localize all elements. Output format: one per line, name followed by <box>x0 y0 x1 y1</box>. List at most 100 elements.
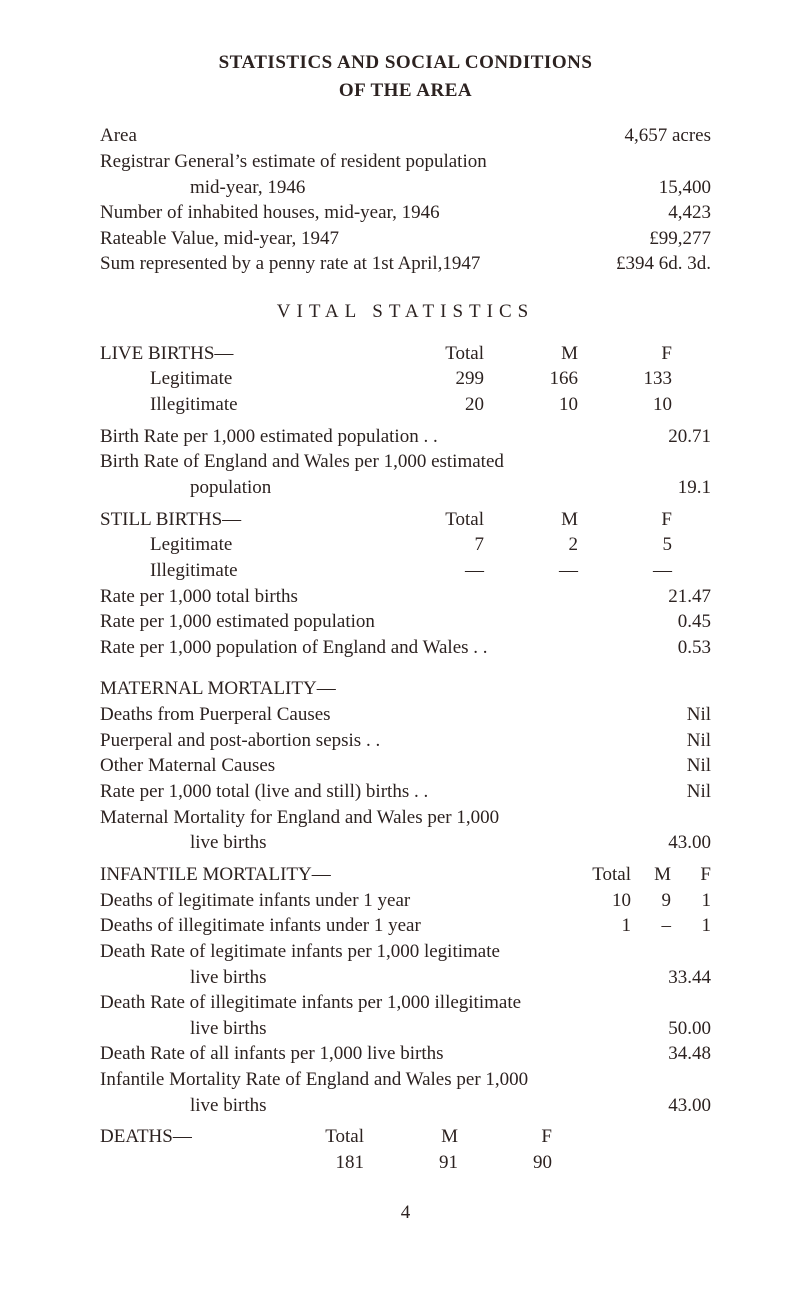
rateable-label: Rateable Value, mid-year, 1947 <box>100 226 637 252</box>
table-row: 181 91 90 <box>100 1150 576 1176</box>
row-label: Legitimate <box>100 366 414 392</box>
dr-legit-value: 33.44 <box>656 965 711 991</box>
mat-value: Nil <box>675 728 711 754</box>
col-total: Total <box>583 862 631 888</box>
reg-gen-line: Registrar General’s estimate of resident… <box>100 149 711 175</box>
sumrep-label: Sum represented by a penny rate at 1st A… <box>100 251 604 277</box>
sumrep-row: Sum represented by a penny rate at 1st A… <box>100 251 711 277</box>
midyear-value: 15,400 <box>647 175 711 201</box>
birth-rate-ew-label: population <box>100 475 666 501</box>
area-label: Area <box>100 123 612 149</box>
page-number: 4 <box>100 1200 711 1226</box>
cell: 10 <box>583 888 631 914</box>
cell: 133 <box>602 366 696 392</box>
cell: — <box>508 558 602 584</box>
col-f: F <box>482 1124 576 1150</box>
inf-label: Deaths of illegitimate infants under 1 y… <box>100 913 421 939</box>
inf-row: Deaths of legitimate infants under 1 yea… <box>100 888 711 914</box>
cell: 7 <box>414 532 508 558</box>
mat-label: Rate per 1,000 total (live and still) bi… <box>100 779 675 805</box>
mat-ew-line2: live births 43.00 <box>100 830 711 856</box>
dr-legit-line1: Death Rate of legitimate infants per 1,0… <box>100 939 711 965</box>
inf-row: Deaths of illegitimate infants under 1 y… <box>100 913 711 939</box>
mat-ew-value: 43.00 <box>656 830 711 856</box>
birth-rate-ew-line2: population 19.1 <box>100 475 711 501</box>
rate-ew-pop-label: Rate per 1,000 population of England and… <box>100 635 666 661</box>
mat-value: Nil <box>675 779 711 805</box>
live-births-head: LIVE BIRTHS— <box>100 341 414 367</box>
dr-legit-line2: live births 33.44 <box>100 965 711 991</box>
cell: 166 <box>508 366 602 392</box>
still-births-head: STILL BIRTHS— <box>100 507 414 533</box>
row-label: Legitimate <box>100 532 414 558</box>
cell: 9 <box>649 888 671 914</box>
area-row: Area 4,657 acres <box>100 123 711 149</box>
rate-est-pop-value: 0.45 <box>666 609 711 635</box>
row-label: Illegitimate <box>100 392 414 418</box>
cell: 5 <box>602 532 696 558</box>
birth-rate-ew-value: 19.1 <box>666 475 711 501</box>
cell: 10 <box>508 392 602 418</box>
col-m: M <box>508 507 602 533</box>
mat-value: Nil <box>675 753 711 779</box>
imr-ew-line1: Infantile Mortality Rate of England and … <box>100 1067 711 1093</box>
vital-stats-heading: VITAL STATISTICS <box>100 299 711 325</box>
live-births-table: LIVE BIRTHS— Total M F Legitimate 299 16… <box>100 341 696 418</box>
mat-label: Other Maternal Causes <box>100 753 675 779</box>
col-m: M <box>508 341 602 367</box>
cell: – <box>649 913 671 939</box>
dr-illegit-line2: live births 50.00 <box>100 1016 711 1042</box>
mat-row: Other Maternal Causes Nil <box>100 753 711 779</box>
mat-ew-label: live births <box>100 830 656 856</box>
sumrep-value: £394 6d. 3d. <box>604 251 711 277</box>
imr-ew-line2: live births 43.00 <box>100 1093 711 1119</box>
rate-total-births-value: 21.47 <box>656 584 711 610</box>
imr-ew-value: 43.00 <box>656 1093 711 1119</box>
deaths-head: DEATHS— <box>100 1124 294 1150</box>
inhab-row: Number of inhabited houses, mid-year, 19… <box>100 200 711 226</box>
cell: — <box>602 558 696 584</box>
cell: 1 <box>689 888 711 914</box>
mat-row: Deaths from Puerperal Causes Nil <box>100 702 711 728</box>
birth-rate-est-value: 20.71 <box>656 424 711 450</box>
rate-total-births-label: Rate per 1,000 total births <box>100 584 656 610</box>
infantile-heading: INFANTILE MORTALITY— <box>100 862 331 888</box>
birth-rate-est-row: Birth Rate per 1,000 estimated populatio… <box>100 424 711 450</box>
midyear-row: mid-year, 1946 15,400 <box>100 175 711 201</box>
cell: 91 <box>388 1150 482 1176</box>
mat-label: Puerperal and post-abortion sepsis . . <box>100 728 675 754</box>
cell: 10 <box>602 392 696 418</box>
mat-ew-line1: Maternal Mortality for England and Wales… <box>100 805 711 831</box>
cell: 1 <box>689 913 711 939</box>
col-f: F <box>689 862 711 888</box>
rateable-row: Rateable Value, mid-year, 1947 £99,277 <box>100 226 711 252</box>
table-row: Legitimate 7 2 5 <box>100 532 696 558</box>
dr-all-row: Death Rate of all infants per 1,000 live… <box>100 1041 711 1067</box>
col-m: M <box>649 862 671 888</box>
cell: 2 <box>508 532 602 558</box>
cell: 181 <box>294 1150 388 1176</box>
deaths-table: DEATHS— Total M F 181 91 90 <box>100 1124 576 1175</box>
table-row: Illegitimate 20 10 10 <box>100 392 696 418</box>
inf-label: Deaths of legitimate infants under 1 yea… <box>100 888 410 914</box>
mat-row: Rate per 1,000 total (live and still) bi… <box>100 779 711 805</box>
rate-est-pop-label: Rate per 1,000 estimated population <box>100 609 666 635</box>
midyear-label: mid-year, 1946 <box>100 175 647 201</box>
birth-rate-ew-line1: Birth Rate of England and Wales per 1,00… <box>100 449 711 475</box>
col-total: Total <box>294 1124 388 1150</box>
inhab-value: 4,423 <box>656 200 711 226</box>
col-total: Total <box>414 507 508 533</box>
rateable-value: £99,277 <box>637 226 711 252</box>
table-row: Legitimate 299 166 133 <box>100 366 696 392</box>
col-f: F <box>602 507 696 533</box>
rate-total-births-row: Rate per 1,000 total births 21.47 <box>100 584 711 610</box>
dr-all-value: 34.48 <box>656 1041 711 1067</box>
dr-legit-label: live births <box>100 965 656 991</box>
still-births-table: STILL BIRTHS— Total M F Legitimate 7 2 5… <box>100 507 696 584</box>
cell: 1 <box>583 913 631 939</box>
mat-row: Puerperal and post-abortion sepsis . . N… <box>100 728 711 754</box>
dr-illegit-label: live births <box>100 1016 656 1042</box>
cell: 20 <box>414 392 508 418</box>
rate-est-pop-row: Rate per 1,000 estimated population 0.45 <box>100 609 711 635</box>
title-line-2: OF THE AREA <box>100 78 711 104</box>
